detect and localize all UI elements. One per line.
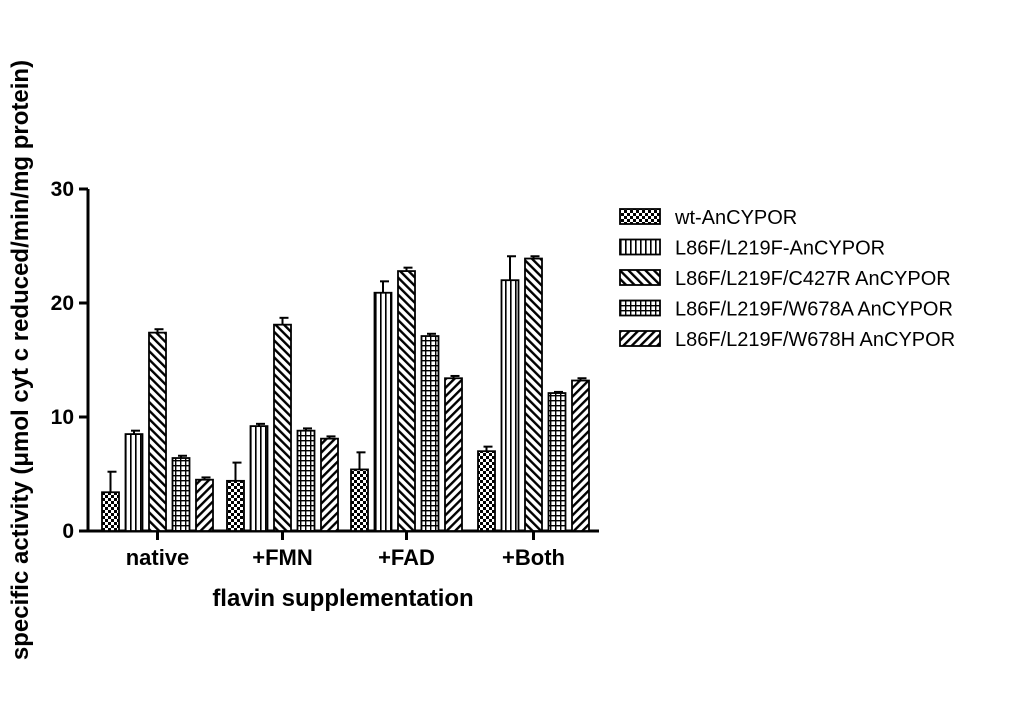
legend-label: L86F/L219F/W678A AnCYPOR bbox=[675, 299, 953, 321]
bar bbox=[571, 379, 590, 532]
bar bbox=[124, 433, 144, 532]
legend-label: wt-AnCYPOR bbox=[674, 207, 797, 229]
bar bbox=[195, 478, 214, 532]
bar bbox=[350, 468, 369, 532]
y-tick-label: 30 bbox=[51, 178, 74, 201]
x-tick-label: +FMN bbox=[252, 545, 313, 570]
y-axis-title: specific activity (μmol cyt c reduced/mi… bbox=[7, 60, 34, 660]
bar bbox=[420, 335, 440, 532]
bar bbox=[273, 323, 292, 532]
legend-label: L86F/L219F/C427R AnCYPOR bbox=[675, 268, 951, 290]
legend-swatch bbox=[619, 330, 661, 347]
bar bbox=[373, 291, 393, 532]
bar bbox=[296, 429, 316, 532]
x-tick-label: native bbox=[126, 545, 190, 570]
bar bbox=[547, 392, 567, 532]
x-axis-title: flavin supplementation bbox=[212, 585, 473, 612]
bar bbox=[249, 425, 269, 532]
y-tick-label: 20 bbox=[51, 292, 74, 315]
bar bbox=[397, 270, 416, 532]
legend-swatch bbox=[619, 208, 661, 225]
bar bbox=[171, 457, 191, 532]
bar bbox=[101, 491, 120, 532]
bar bbox=[524, 257, 543, 532]
legend-swatch bbox=[619, 299, 661, 317]
legend-swatch bbox=[619, 238, 661, 256]
bar bbox=[148, 331, 167, 532]
bar bbox=[320, 437, 339, 532]
x-tick-label: +Both bbox=[502, 545, 565, 570]
legend-swatch bbox=[619, 269, 661, 286]
bar bbox=[444, 377, 463, 532]
bar bbox=[226, 479, 245, 532]
y-tick-label: 10 bbox=[51, 406, 74, 429]
y-tick-label: 0 bbox=[62, 520, 74, 543]
bar bbox=[477, 450, 496, 532]
legend-label: L86F/L219F/W678H AnCYPOR bbox=[675, 329, 955, 351]
bar bbox=[500, 279, 520, 532]
legend-label: L86F/L219F-AnCYPOR bbox=[675, 238, 885, 260]
x-tick-label: +FAD bbox=[378, 545, 435, 570]
